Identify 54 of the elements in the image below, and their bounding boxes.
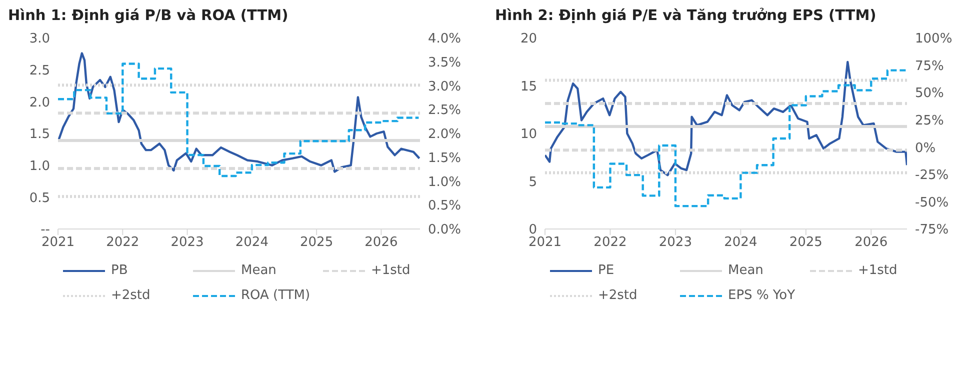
y2-tick-label: 0%: [915, 140, 936, 156]
y-tick-label: 1.5: [29, 127, 50, 142]
y2-tick-label: 1.5%: [428, 150, 462, 166]
legend-label: +2std: [111, 288, 150, 303]
chart-title: Hình 1: Định giá P/B và ROA (TTM): [8, 8, 290, 24]
y2-tick-label: 3.5%: [428, 55, 462, 70]
x-tick-label: 2023: [658, 235, 692, 250]
x-tick-label: 2021: [528, 235, 562, 250]
y-tick-label: 10: [520, 127, 537, 142]
y2-tick-label: 0.5%: [428, 198, 462, 214]
legend-label: PE: [598, 263, 614, 278]
line-series: [545, 60, 907, 176]
x-tick-label: 2022: [594, 235, 627, 250]
x-tick-label: 2026: [364, 235, 398, 250]
y2-tick-label: 50%: [915, 86, 944, 102]
y-tick-label: 0: [528, 222, 537, 238]
y2-tick-label: -50%: [915, 195, 949, 210]
legend-label: EPS % YoY: [728, 288, 796, 303]
y-tick-label: 3.0: [29, 32, 50, 47]
y2-tick-label: 25%: [915, 113, 944, 128]
x-tick-label: 2022: [106, 235, 140, 250]
y2-tick-label: 3.0%: [428, 79, 462, 94]
y2-tick-label: 0.0%: [428, 222, 462, 238]
legend-label: PB: [111, 263, 128, 278]
legend-label: Mean: [241, 263, 276, 278]
x-tick-label: 2023: [170, 235, 204, 250]
y2-tick-label: 2.5%: [428, 103, 462, 118]
legend-label: Mean: [728, 263, 764, 278]
y2-tick-label: 2.0%: [428, 127, 462, 142]
y2-tick-label: 4.0%: [428, 32, 462, 47]
x-tick-label: 2025: [789, 235, 822, 250]
legend-label: +2std: [598, 288, 638, 303]
x-tick-label: 2025: [300, 235, 334, 250]
y2-tick-label: 1.0%: [428, 174, 462, 190]
y-tick-label: --: [40, 222, 50, 238]
y2-tick-label: 100%: [915, 32, 952, 47]
x-tick-label: 2021: [41, 235, 75, 250]
y-tick-label: 0.5: [29, 190, 50, 206]
x-tick-label: 2024: [235, 235, 268, 250]
y2-tick-label: 75%: [915, 58, 944, 74]
legend-label: ROA (TTM): [241, 288, 310, 303]
legend-label: +1std: [858, 263, 898, 278]
y-tick-label: 15: [520, 79, 537, 94]
x-tick-label: 2026: [854, 235, 888, 250]
y2-tick-label: -75%: [915, 222, 949, 238]
y-tick-label: 2.0: [29, 95, 50, 110]
y2-tick-label: -25%: [915, 168, 949, 184]
chart-title: Hình 2: Định giá P/E và Tăng trưởng EPS (TTM): [495, 8, 878, 24]
y-tick-label: 1.0: [29, 158, 50, 174]
y-tick-label: 20: [520, 32, 537, 47]
y-tick-label: 2.5: [29, 63, 50, 78]
x-tick-label: 2024: [724, 235, 758, 250]
legend-label: +1std: [371, 263, 410, 278]
y-tick-label: 5: [528, 174, 537, 190]
